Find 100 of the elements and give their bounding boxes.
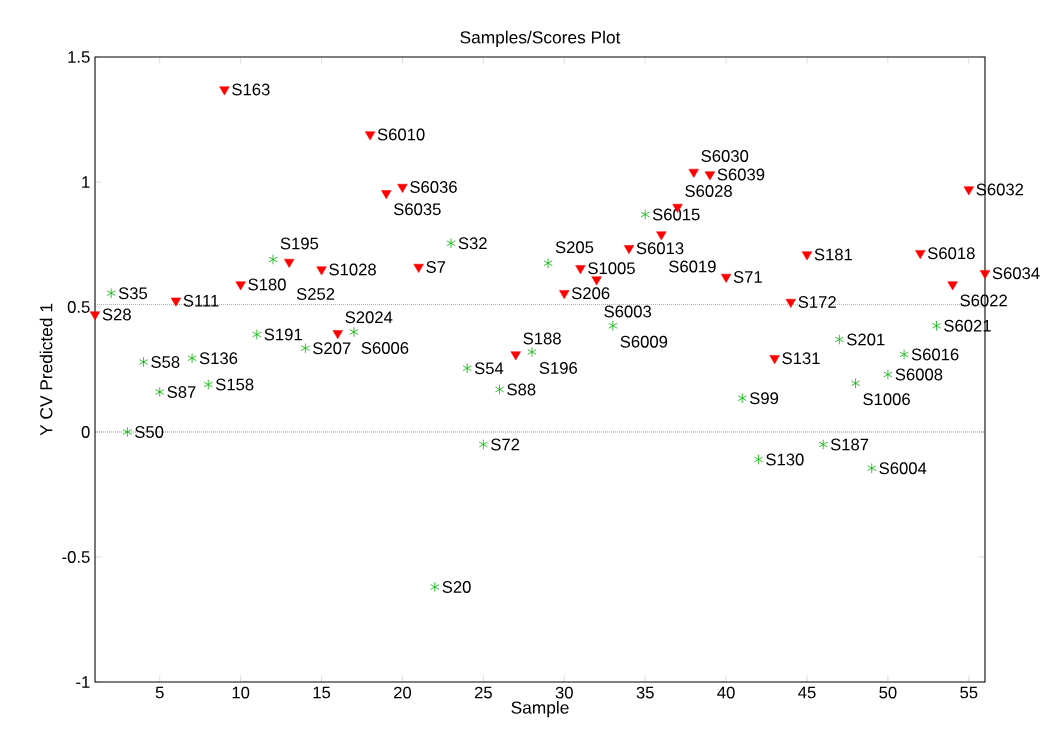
annotation: S6018 bbox=[927, 247, 975, 260]
annotation: S181 bbox=[814, 248, 853, 261]
point bbox=[170, 297, 182, 307]
annotation: S172 bbox=[798, 296, 836, 308]
point bbox=[187, 353, 197, 364]
annotation: S6036 bbox=[410, 181, 457, 193]
y-tick-label: -0.5 bbox=[62, 551, 90, 563]
annotation: S130 bbox=[766, 453, 804, 466]
annotation: S136 bbox=[199, 352, 238, 365]
annotation: S7 bbox=[426, 261, 446, 273]
point bbox=[397, 183, 408, 193]
annotation: S87 bbox=[167, 386, 196, 398]
point bbox=[139, 356, 149, 368]
point bbox=[462, 363, 472, 374]
annotation: S99 bbox=[749, 392, 779, 405]
point bbox=[818, 439, 828, 450]
annotation: S180 bbox=[248, 278, 286, 291]
point bbox=[106, 288, 116, 299]
point bbox=[769, 355, 780, 365]
y-tick-label: -1 bbox=[76, 676, 90, 688]
point bbox=[122, 426, 132, 438]
point bbox=[494, 384, 505, 395]
point bbox=[720, 273, 732, 283]
annotation: S6006 bbox=[361, 342, 409, 354]
x-tick-label: 45 bbox=[798, 686, 816, 699]
annotation: S196 bbox=[539, 362, 578, 374]
annotation: S6030 bbox=[701, 150, 749, 162]
point bbox=[300, 343, 310, 354]
point bbox=[349, 326, 359, 338]
x-tick-label: 5 bbox=[155, 686, 164, 699]
annotation: S6008 bbox=[895, 368, 943, 381]
point bbox=[413, 263, 424, 273]
point bbox=[203, 379, 213, 390]
annotation: S6013 bbox=[636, 242, 684, 255]
annotation: S207 bbox=[313, 342, 351, 355]
annotation: S72 bbox=[491, 438, 520, 451]
y-tick-label: 1.5 bbox=[68, 51, 90, 63]
annotation: S6035 bbox=[393, 203, 441, 216]
point bbox=[623, 245, 635, 255]
annotation: S6016 bbox=[911, 348, 959, 361]
point bbox=[235, 281, 246, 291]
annotation: S6003 bbox=[604, 305, 652, 318]
annotation: S131 bbox=[782, 352, 820, 365]
point bbox=[332, 330, 343, 340]
point bbox=[737, 393, 747, 404]
annotation: S1006 bbox=[863, 393, 910, 406]
point bbox=[430, 581, 440, 593]
annotation: S205 bbox=[555, 241, 594, 254]
annotation: S6028 bbox=[685, 185, 732, 197]
point bbox=[252, 329, 262, 340]
annotation: S111 bbox=[183, 294, 219, 307]
annotation: S6015 bbox=[652, 208, 700, 221]
annotation: S32 bbox=[458, 237, 487, 250]
annotation: S195 bbox=[280, 237, 319, 250]
point bbox=[931, 320, 941, 331]
x-tick-label: 40 bbox=[717, 686, 735, 699]
annotation: S206 bbox=[571, 287, 610, 300]
point bbox=[947, 281, 958, 291]
point bbox=[364, 131, 376, 141]
point bbox=[543, 258, 553, 269]
y-tick-label: 0 bbox=[81, 426, 90, 438]
annotation: S71 bbox=[733, 271, 762, 283]
point bbox=[608, 320, 618, 331]
annotation: S58 bbox=[151, 356, 180, 368]
annotation: S201 bbox=[847, 333, 885, 346]
x-tick-label: 20 bbox=[394, 686, 412, 699]
x-tick-label: 35 bbox=[636, 686, 654, 699]
annotation: S6021 bbox=[944, 319, 991, 332]
x-tick-label: 10 bbox=[232, 686, 250, 699]
point bbox=[268, 254, 278, 265]
annotation: S163 bbox=[232, 83, 270, 96]
annotation: S6034 bbox=[992, 267, 1040, 280]
point bbox=[155, 386, 165, 398]
point bbox=[591, 276, 602, 286]
point bbox=[510, 351, 521, 361]
point bbox=[688, 168, 699, 178]
annotation: S6010 bbox=[377, 128, 425, 141]
point bbox=[284, 258, 295, 268]
x-tick-label: 55 bbox=[960, 686, 978, 699]
annotation: S6022 bbox=[960, 294, 1007, 307]
point bbox=[753, 454, 764, 465]
annotation: S88 bbox=[507, 383, 536, 396]
point bbox=[915, 250, 926, 260]
point bbox=[834, 334, 844, 345]
point bbox=[559, 290, 570, 300]
annotation: S35 bbox=[118, 287, 148, 300]
annotation: S50 bbox=[135, 426, 164, 438]
point bbox=[867, 463, 877, 474]
annotation: S6039 bbox=[717, 168, 765, 181]
x-tick-label: 25 bbox=[474, 686, 492, 699]
point bbox=[527, 346, 537, 358]
annotation: S1028 bbox=[329, 263, 376, 276]
x-tick-label: 50 bbox=[879, 686, 897, 699]
point bbox=[704, 171, 716, 181]
annotation: S158 bbox=[215, 378, 254, 391]
annotation: S252 bbox=[296, 288, 335, 300]
point bbox=[89, 311, 101, 321]
chart-title: Samples/Scores Plot bbox=[460, 30, 621, 47]
annotation: S6009 bbox=[620, 335, 668, 348]
y-tick-label: 0.5 bbox=[67, 301, 90, 313]
